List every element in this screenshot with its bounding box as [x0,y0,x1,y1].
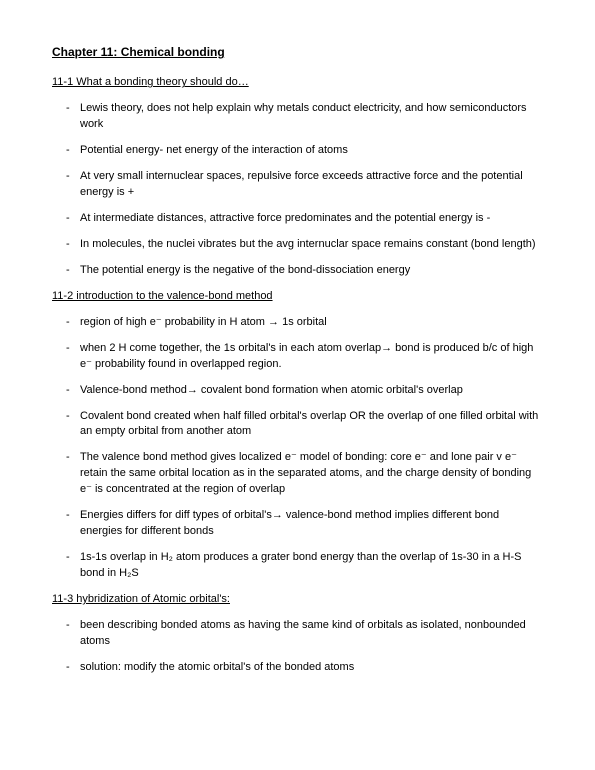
bullet-item: Potential energy- net energy of the inte… [66,143,543,159]
section-heading-3: 11-3 hybridization of Atomic orbital's: [52,592,543,608]
bullet-item: region of high e⁻ probability in H atom … [66,315,543,331]
section-1-bullets: Lewis theory, does not help explain why … [52,101,543,279]
bullet-item: been describing bonded atoms as having t… [66,618,543,650]
bullet-item: At intermediate distances, attractive fo… [66,211,543,227]
section-heading-1: 11-1 What a bonding theory should do… [52,75,543,91]
chapter-title: Chapter 11: Chemical bonding [52,44,543,61]
section-2-bullets: region of high e⁻ probability in H atom … [52,315,543,582]
bullet-item: In molecules, the nuclei vibrates but th… [66,237,543,253]
bullet-item: Energies differs for diff types of orbit… [66,508,543,540]
bullet-item: 1s-1s overlap in H₂ atom produces a grat… [66,550,543,582]
bullet-item: when 2 H come together, the 1s orbital's… [66,341,543,373]
bullet-item: solution: modify the atomic orbital's of… [66,660,543,676]
bullet-item: At very small internuclear spaces, repul… [66,169,543,201]
bullet-item: The potential energy is the negative of … [66,263,543,279]
bullet-item: Lewis theory, does not help explain why … [66,101,543,133]
bullet-item: Valence-bond method→ covalent bond forma… [66,383,543,399]
bullet-item: The valence bond method gives localized … [66,450,543,498]
bullet-item: Covalent bond created when half filled o… [66,409,543,441]
section-heading-2: 11-2 introduction to the valence-bond me… [52,289,543,305]
section-3-bullets: been describing bonded atoms as having t… [52,618,543,676]
